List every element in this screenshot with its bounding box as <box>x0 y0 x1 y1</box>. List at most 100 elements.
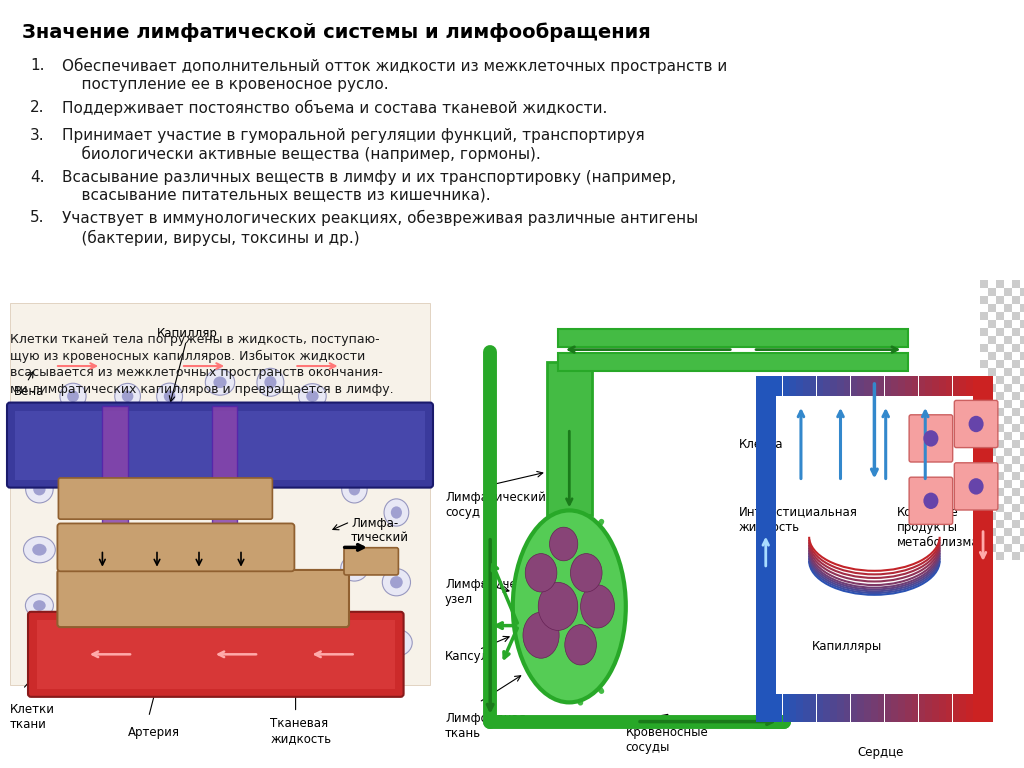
Ellipse shape <box>67 563 79 574</box>
Text: Лимфатический
сосуд: Лимфатический сосуд <box>445 492 546 519</box>
Bar <box>932 694 939 722</box>
Ellipse shape <box>341 555 368 581</box>
Bar <box>851 376 857 396</box>
Bar <box>996 328 1004 336</box>
Bar <box>988 528 996 536</box>
FancyBboxPatch shape <box>344 548 398 575</box>
Bar <box>15 411 425 479</box>
Bar <box>885 694 891 722</box>
Ellipse shape <box>26 475 53 503</box>
Bar <box>1012 360 1020 368</box>
Ellipse shape <box>121 610 135 620</box>
Bar <box>988 512 996 520</box>
Bar <box>1012 520 1020 528</box>
Bar <box>810 376 816 396</box>
Bar <box>973 376 993 722</box>
Ellipse shape <box>256 654 285 678</box>
Bar <box>996 520 1004 528</box>
Bar <box>885 376 891 396</box>
Bar <box>959 694 966 722</box>
Bar <box>1004 480 1012 488</box>
Bar <box>980 280 988 288</box>
Ellipse shape <box>924 492 938 509</box>
Bar <box>980 344 988 352</box>
Ellipse shape <box>570 554 602 592</box>
Bar <box>547 362 592 515</box>
Bar <box>996 360 1004 368</box>
Bar <box>803 376 810 396</box>
Bar <box>1012 376 1020 384</box>
Bar <box>830 376 837 396</box>
Text: 5.: 5. <box>30 210 44 225</box>
Bar <box>823 694 829 722</box>
Ellipse shape <box>154 617 185 641</box>
Bar <box>988 384 996 392</box>
Ellipse shape <box>349 483 360 495</box>
Text: Лимфоидная
ткань: Лимфоидная ткань <box>445 712 525 740</box>
Ellipse shape <box>59 614 86 643</box>
Text: Лимфа-
тический
капил-
ляр: Лимфа- тический капил- ляр <box>351 517 409 573</box>
Text: 2.: 2. <box>30 100 44 115</box>
Bar <box>1004 368 1012 376</box>
Bar <box>946 694 952 722</box>
Bar <box>871 694 878 722</box>
Ellipse shape <box>257 369 284 396</box>
FancyBboxPatch shape <box>909 477 952 525</box>
Bar <box>898 376 905 396</box>
Bar <box>980 392 988 400</box>
Text: Клетки
ткани: Клетки ткани <box>10 703 55 731</box>
Text: Капилляры: Капилляры <box>812 640 883 653</box>
Text: Клетка: Клетка <box>738 439 783 452</box>
Bar <box>892 376 898 396</box>
Ellipse shape <box>298 593 327 618</box>
Ellipse shape <box>156 661 183 689</box>
Bar <box>803 694 810 722</box>
Ellipse shape <box>59 557 86 580</box>
Bar <box>996 536 1004 544</box>
Bar <box>1020 528 1024 536</box>
Ellipse shape <box>264 376 276 389</box>
Ellipse shape <box>390 576 402 588</box>
Text: Клетки тканей тела погружены в жидкость, поступаю-
щую из кровеносных капилляров: Клетки тканей тела погружены в жидкость,… <box>10 333 393 396</box>
Bar <box>980 424 988 432</box>
Bar <box>980 456 988 464</box>
Bar <box>1012 552 1020 560</box>
Bar <box>988 416 996 424</box>
Bar <box>996 280 1004 288</box>
Bar <box>1020 336 1024 344</box>
Ellipse shape <box>384 499 409 526</box>
Bar <box>996 408 1004 416</box>
Bar <box>988 352 996 360</box>
Text: Тканевая
жидкость: Тканевая жидкость <box>270 717 332 745</box>
Bar <box>980 472 988 480</box>
Bar <box>1012 440 1020 448</box>
Bar <box>911 376 919 396</box>
Bar <box>988 336 996 344</box>
Text: 1.: 1. <box>30 58 44 73</box>
Bar <box>37 620 394 689</box>
Bar <box>756 376 776 722</box>
Ellipse shape <box>306 391 318 402</box>
Bar <box>1012 312 1020 320</box>
Bar <box>1020 464 1024 472</box>
Bar <box>878 694 885 722</box>
Ellipse shape <box>207 616 232 642</box>
Ellipse shape <box>390 438 402 448</box>
Bar <box>1004 464 1012 472</box>
Ellipse shape <box>525 554 557 592</box>
Bar <box>980 360 988 368</box>
Bar <box>1012 424 1020 432</box>
Bar <box>996 424 1004 432</box>
FancyBboxPatch shape <box>28 612 403 697</box>
Ellipse shape <box>342 475 368 503</box>
Bar <box>797 694 803 722</box>
Bar <box>1004 352 1012 360</box>
Bar <box>1004 496 1012 504</box>
Bar <box>1012 392 1020 400</box>
Bar <box>1020 416 1024 424</box>
Ellipse shape <box>389 637 403 649</box>
Ellipse shape <box>68 622 79 635</box>
Bar <box>1004 400 1012 408</box>
Text: 3.: 3. <box>30 128 45 143</box>
Bar <box>1012 344 1020 352</box>
